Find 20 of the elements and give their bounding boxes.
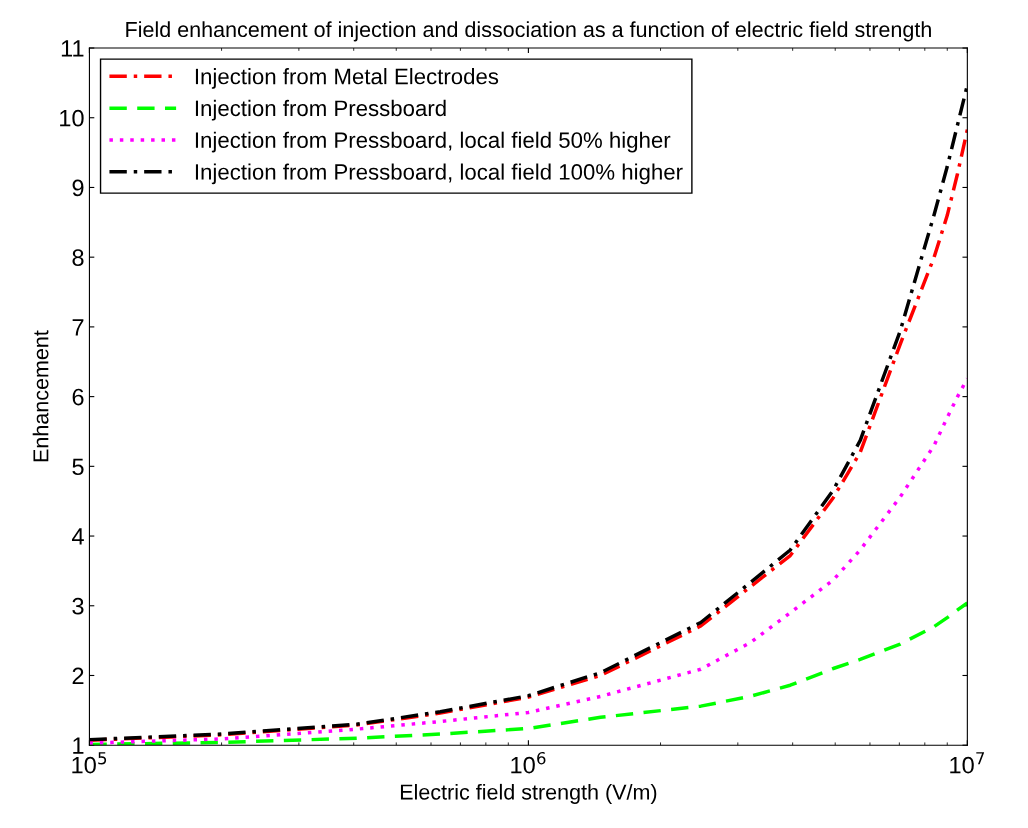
y-axis-title: Enhancement bbox=[32, 330, 49, 462]
x-tick-label: 10$^{6}$ bbox=[511, 751, 546, 774]
y-tick-label: 7 bbox=[72, 319, 84, 336]
legend-label: Injection from Pressboard bbox=[195, 99, 446, 121]
y-tick-label: 9 bbox=[72, 179, 84, 197]
legend-label: Injection from Pressboard, local field 100% higher bbox=[195, 163, 683, 185]
y-tick-label: 2 bbox=[72, 667, 84, 685]
y-tick-label: 11 bbox=[61, 40, 84, 57]
y-tick-label: 1 bbox=[73, 737, 84, 754]
y-tick-label: 6 bbox=[72, 388, 84, 406]
legend-label: Injection from Pressboard, local field 50% higher bbox=[195, 131, 671, 153]
y-tick-label: 4 bbox=[71, 528, 84, 545]
legend-label: Injection from Metal Electrodes bbox=[195, 68, 499, 89]
y-tick-label: 8 bbox=[72, 249, 84, 266]
x-tick-label: 10$^{7}$ bbox=[950, 752, 985, 774]
y-tick-label: 3 bbox=[72, 597, 84, 615]
y-tick-label: 10 bbox=[60, 109, 84, 127]
x-axis-title: Electric field strength (V/m) bbox=[400, 783, 657, 804]
chart-title: Field enhancement of injection and dissociation as a function of electric field strength bbox=[126, 21, 931, 42]
y-tick-label: 5 bbox=[72, 458, 84, 476]
